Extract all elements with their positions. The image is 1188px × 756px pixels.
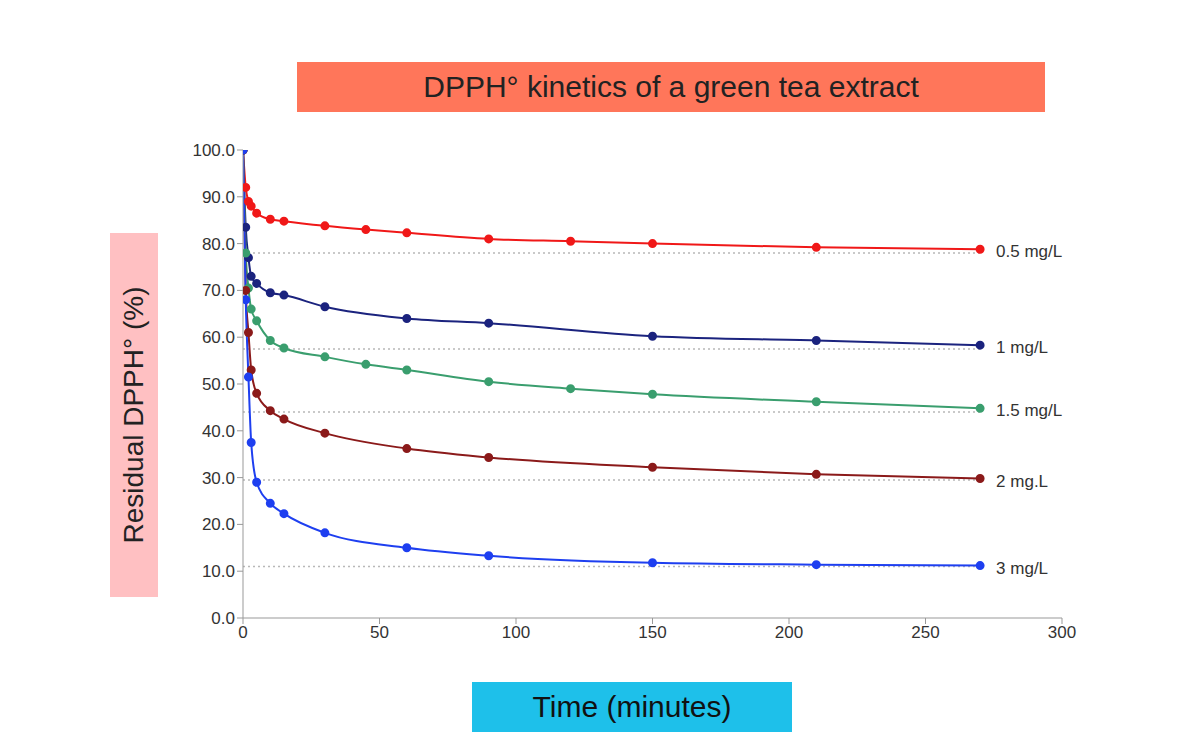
svg-text:200: 200 bbox=[775, 623, 803, 642]
svg-text:80.0: 80.0 bbox=[202, 235, 235, 254]
svg-text:90.0: 90.0 bbox=[202, 188, 235, 207]
svg-text:0: 0 bbox=[238, 623, 247, 642]
svg-text:1 mg/L: 1 mg/L bbox=[996, 338, 1048, 357]
svg-text:250: 250 bbox=[911, 623, 939, 642]
html-text:DPPH° kinetics of a green tea: DPPH° kinetics of a green tea extract bbox=[423, 70, 919, 103]
svg-text:0.5 mg/L: 0.5 mg/L bbox=[996, 242, 1062, 261]
svg-text:70.0: 70.0 bbox=[202, 281, 235, 300]
svg-text:10.0: 10.0 bbox=[202, 562, 235, 581]
svg-text:300: 300 bbox=[1048, 623, 1076, 642]
svg-text:40.0: 40.0 bbox=[202, 422, 235, 441]
svg-text:100.0: 100.0 bbox=[192, 141, 235, 160]
svg-text:150: 150 bbox=[638, 623, 666, 642]
html-text:Residual DPPH° (%): Residual DPPH° (%) bbox=[118, 286, 149, 544]
svg-text:0.0: 0.0 bbox=[211, 609, 235, 628]
svg-text:50: 50 bbox=[370, 623, 389, 642]
svg-text:60.0: 60.0 bbox=[202, 328, 235, 347]
svg-text:3 mg/L: 3 mg/L bbox=[996, 559, 1048, 578]
svg-text:100: 100 bbox=[502, 623, 530, 642]
svg-text:1.5 mg/L: 1.5 mg/L bbox=[996, 401, 1062, 420]
html-text:Time (minutes): Time (minutes) bbox=[532, 690, 732, 723]
svg-text:20.0: 20.0 bbox=[202, 515, 235, 534]
svg-text:50.0: 50.0 bbox=[202, 375, 235, 394]
svg-text:2 mg.L: 2 mg.L bbox=[996, 472, 1048, 491]
svg-text:30.0: 30.0 bbox=[202, 469, 235, 488]
